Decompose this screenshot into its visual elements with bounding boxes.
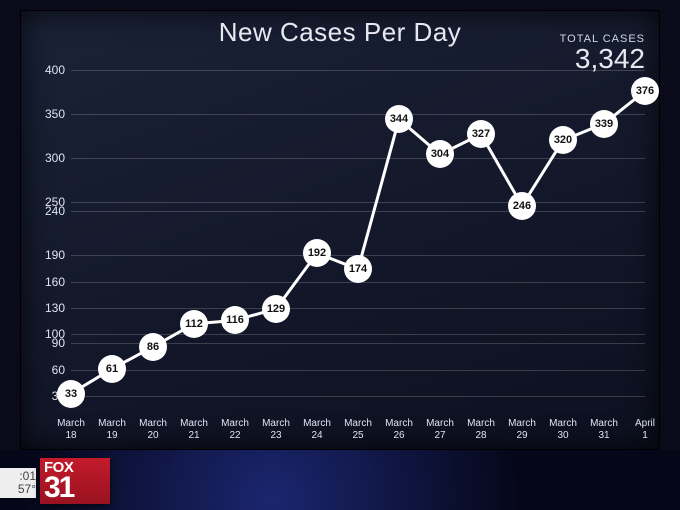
data-point-marker: 116 — [221, 306, 249, 334]
data-point-marker: 192 — [303, 239, 331, 267]
y-axis-label: 130 — [31, 301, 65, 315]
x-axis-label: March20 — [131, 418, 175, 441]
line-chart: 306090100130160190240250300350400March18… — [71, 61, 645, 405]
data-point-marker: 129 — [262, 295, 290, 323]
y-axis-label: 300 — [31, 151, 65, 165]
data-point-marker: 376 — [631, 77, 659, 105]
network-badge: FOX 31 — [40, 458, 110, 504]
broadcast-lower-third: :01 57° FOX 31 — [0, 450, 680, 510]
x-axis-label: March26 — [377, 418, 421, 441]
x-axis-label: March30 — [541, 418, 585, 441]
channel-number: 31 — [40, 475, 110, 501]
clock-overlay: :01 57° — [0, 468, 36, 498]
data-point-marker: 320 — [549, 126, 577, 154]
data-point-marker: 339 — [590, 110, 618, 138]
gridline — [71, 211, 645, 212]
x-axis-label: March19 — [90, 418, 134, 441]
x-axis-label: March21 — [172, 418, 216, 441]
y-axis-label: 100 — [31, 327, 65, 341]
y-axis-label: 400 — [31, 63, 65, 77]
x-axis-label: March22 — [213, 418, 257, 441]
data-point-marker: 344 — [385, 105, 413, 133]
data-point-marker: 61 — [98, 355, 126, 383]
data-point-marker: 112 — [180, 310, 208, 338]
x-axis-label: April1 — [623, 418, 667, 441]
clock-temp: 57° — [0, 483, 36, 496]
clock-time: :01 — [0, 470, 36, 483]
gridline — [71, 202, 645, 203]
data-point-marker: 246 — [508, 192, 536, 220]
gridline — [71, 158, 645, 159]
y-axis-label: 60 — [31, 363, 65, 377]
gridline — [71, 70, 645, 71]
data-point-marker: 174 — [344, 255, 372, 283]
y-axis-label: 250 — [31, 195, 65, 209]
x-axis-label: March28 — [459, 418, 503, 441]
x-axis-label: March18 — [49, 418, 93, 441]
data-point-marker: 304 — [426, 140, 454, 168]
x-axis-label: March27 — [418, 418, 462, 441]
gridline — [71, 308, 645, 309]
x-axis-label: March23 — [254, 418, 298, 441]
chart-panel: New Cases Per Day TOTAL CASES 3,342 3060… — [20, 10, 660, 450]
x-axis-label: March29 — [500, 418, 544, 441]
y-axis-label: 350 — [31, 107, 65, 121]
x-axis-label: March31 — [582, 418, 626, 441]
data-point-marker: 33 — [57, 380, 85, 408]
x-axis-label: March24 — [295, 418, 339, 441]
x-axis-label: March25 — [336, 418, 380, 441]
gridline — [71, 396, 645, 397]
y-axis-label: 190 — [31, 248, 65, 262]
gridline — [71, 114, 645, 115]
gridline — [71, 370, 645, 371]
data-point-marker: 86 — [139, 333, 167, 361]
data-point-marker: 327 — [467, 120, 495, 148]
y-axis-label: 160 — [31, 275, 65, 289]
